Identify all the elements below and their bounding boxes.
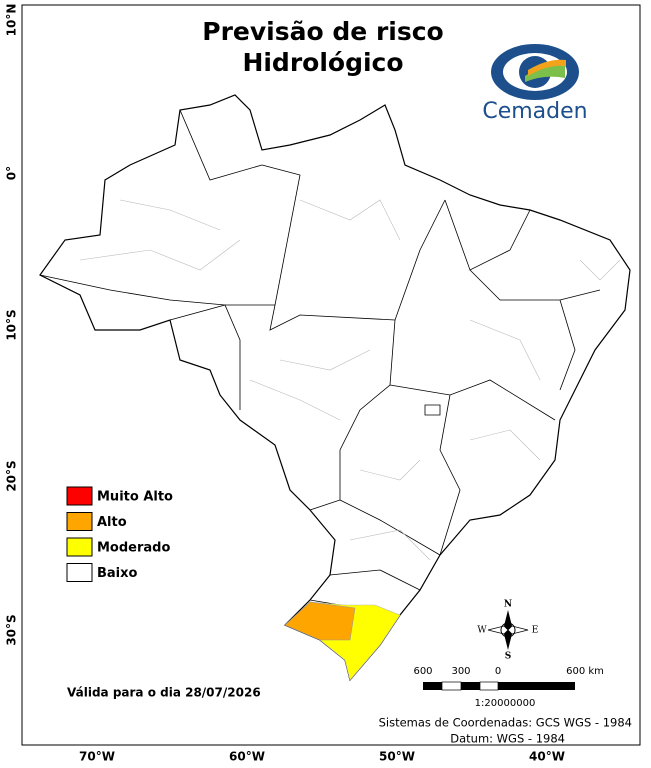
country-outline bbox=[39, 94, 631, 682]
lon-label: 50°W bbox=[379, 750, 415, 764]
lon-label: 60°W bbox=[229, 750, 265, 764]
compass-e: E bbox=[532, 626, 539, 636]
legend-swatch bbox=[66, 537, 93, 557]
scale-bar bbox=[423, 681, 575, 691]
lat-label: 10°N bbox=[5, 4, 19, 37]
logo-band bbox=[525, 65, 565, 82]
legend-label: Muito Alto bbox=[97, 490, 173, 505]
footer: Sistemas de Coordenadas: GCS WGS - 1984 bbox=[379, 716, 632, 730]
legend-label: Baixo bbox=[97, 566, 138, 581]
legend-label: Moderado bbox=[97, 541, 170, 556]
lat-label: 30°S bbox=[5, 614, 19, 645]
scale-label: 300 bbox=[451, 666, 470, 677]
title: Previsão de risco bbox=[202, 17, 443, 46]
region-borders bbox=[79, 199, 621, 561]
compass-w: W bbox=[477, 626, 487, 636]
legend-swatch bbox=[66, 512, 93, 531]
title: Hidrológico bbox=[242, 48, 403, 77]
compass bbox=[487, 610, 529, 650]
scale-label: 600 bbox=[413, 666, 432, 677]
scale-label: 600 km bbox=[566, 666, 604, 677]
logo: Cemaden bbox=[482, 44, 588, 124]
logo-band bbox=[528, 59, 566, 76]
legend-swatch bbox=[66, 486, 93, 506]
lon-label: 40°W bbox=[529, 750, 565, 764]
scale-label: 0 bbox=[495, 666, 501, 677]
risk-regions bbox=[284, 601, 401, 681]
valid-date: Válida para o dia 28/07/2026 bbox=[67, 686, 261, 700]
state-borders bbox=[39, 109, 601, 616]
lat-label: 10°S bbox=[5, 309, 19, 340]
risk-high bbox=[284, 601, 356, 641]
logo-text: Cemaden bbox=[482, 99, 587, 124]
lat-label: 0° bbox=[5, 166, 19, 180]
compass-s: S bbox=[505, 652, 512, 662]
footer: Datum: WGS - 1984 bbox=[450, 732, 565, 746]
lat-label: 20°S bbox=[5, 460, 19, 491]
legend-swatch bbox=[66, 563, 93, 582]
legend-label: Alto bbox=[97, 515, 127, 530]
scale-ratio: 1:20000000 bbox=[475, 698, 536, 709]
lon-label: 70°W bbox=[79, 750, 115, 764]
compass-n: N bbox=[504, 600, 512, 610]
